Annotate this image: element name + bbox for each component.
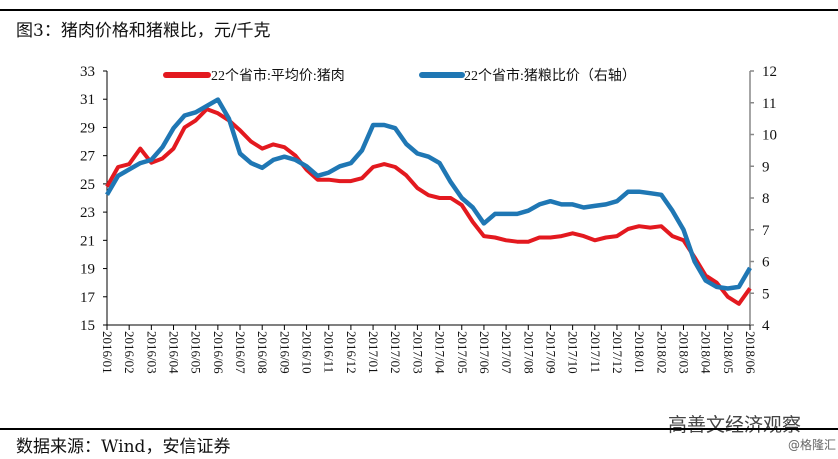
left-tick-label: 29 xyxy=(80,120,95,136)
x-tick-label: 2017/10 xyxy=(566,331,581,374)
x-tick-label: 2017/01 xyxy=(366,331,381,374)
right-tick-label: 6 xyxy=(762,255,770,271)
x-tick-label: 2016/10 xyxy=(300,331,315,374)
legend-label-pork: 22个省市:平均价:猪肉 xyxy=(211,67,345,84)
x-tick-label: 2018/04 xyxy=(699,331,714,374)
x-tick-label: 2017/12 xyxy=(610,331,625,374)
right-tick-label: 11 xyxy=(762,96,776,112)
x-tick-label: 2016/06 xyxy=(211,331,226,374)
top-rule xyxy=(0,9,838,11)
left-tick-label: 19 xyxy=(80,262,95,278)
x-tick-label: 2016/03 xyxy=(144,331,159,374)
source-note: 数据来源：Wind，安信证券 xyxy=(16,437,231,457)
figure-title: 图3：猪肉价格和猪粮比，元/千克 xyxy=(16,21,271,41)
right-tick-label: 4 xyxy=(762,318,770,334)
x-tick-label: 2016/04 xyxy=(167,331,182,374)
x-tick-label: 2017/11 xyxy=(588,331,603,373)
x-tick-label: 2018/06 xyxy=(743,331,758,374)
hog-grain-ratio-line xyxy=(105,97,752,291)
x-tick-label: 2016/02 xyxy=(122,331,137,374)
x-tick-label: 2016/07 xyxy=(233,331,248,374)
watermark-gelonghui: @格隆汇 xyxy=(788,438,837,452)
legend-label-ratio: 22个省市:猪粮比价（右轴） xyxy=(464,67,636,84)
left-tick-label: 21 xyxy=(80,233,95,249)
x-tick-label: 2016/11 xyxy=(322,331,337,373)
x-tick-label: 2016/05 xyxy=(189,331,204,374)
legend: 22个省市:平均价:猪肉 22个省市:猪粮比价（右轴） xyxy=(163,67,636,84)
x-tick-label: 2017/09 xyxy=(543,331,558,374)
x-tick-label: 2018/05 xyxy=(721,331,736,374)
x-tick-label: 2018/03 xyxy=(676,331,691,374)
right-tick-label: 7 xyxy=(762,223,770,239)
pork-price-line xyxy=(105,107,752,306)
right-tick-label: 8 xyxy=(762,191,770,207)
left-tick-label: 25 xyxy=(80,177,95,193)
series-lines xyxy=(105,97,752,306)
x-tick-label: 2017/05 xyxy=(455,331,470,374)
right-tick-label: 5 xyxy=(762,286,770,302)
left-tick-label: 23 xyxy=(80,205,95,221)
right-tick-label: 9 xyxy=(762,159,770,175)
watermark: 高善文经济观察 xyxy=(668,414,802,436)
left-tick-label: 17 xyxy=(80,290,96,306)
x-tick-label: 2016/08 xyxy=(255,331,270,374)
x-tick-label: 2016/09 xyxy=(277,331,292,374)
left-tick-label: 27 xyxy=(80,149,96,165)
x-tick-label: 2017/03 xyxy=(410,331,425,374)
axes: 15 17 19 21 23 25 27 29 31 33 4 5 6 7 8 9 10 11 12 2016/01 2… xyxy=(80,64,777,374)
x-tick-label: 2017/04 xyxy=(433,331,448,374)
x-tick-label: 2018/01 xyxy=(632,331,647,374)
x-tick-label: 2016/01 xyxy=(100,331,115,374)
bottom-rule xyxy=(0,428,838,430)
right-tick-label: 10 xyxy=(762,128,777,144)
x-tick-label: 2018/02 xyxy=(654,331,669,374)
right-tick-label: 12 xyxy=(762,64,777,80)
x-tick-label: 2016/12 xyxy=(344,331,359,374)
x-tick-label: 2017/08 xyxy=(521,331,536,374)
x-tick-label: 2017/06 xyxy=(477,331,492,374)
left-tick-label: 33 xyxy=(80,64,95,80)
x-tick-label: 2017/07 xyxy=(499,331,514,374)
left-tick-label: 31 xyxy=(80,92,95,108)
x-tick-label: 2017/02 xyxy=(388,331,403,374)
left-tick-label: 15 xyxy=(80,318,95,334)
